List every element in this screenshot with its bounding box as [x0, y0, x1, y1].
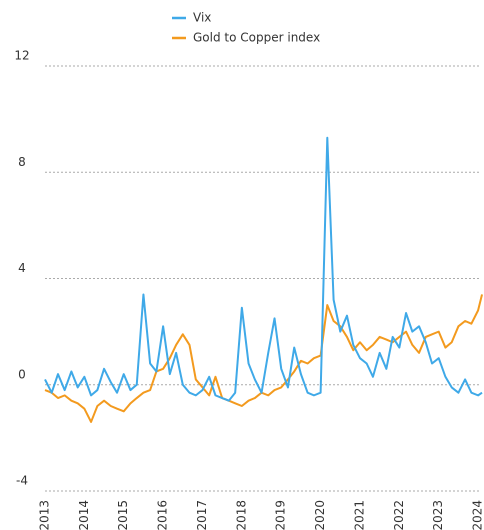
- y-tick-label: 0: [18, 367, 26, 381]
- y-tick-label: 12: [14, 49, 29, 63]
- x-tick-label: 2023: [431, 500, 445, 530]
- series-line: [44, 294, 484, 423]
- y-tick-label: 8: [18, 155, 26, 169]
- x-tick-label: 2014: [77, 500, 91, 530]
- series-line: [44, 136, 483, 402]
- x-tick-label: 2015: [116, 500, 130, 530]
- x-tick-label: 2020: [313, 500, 327, 530]
- x-tick-label: 2018: [234, 500, 248, 530]
- y-tick-label: 4: [18, 261, 26, 275]
- x-tick-label: 2016: [156, 500, 170, 530]
- x-tick-label: 2024: [471, 500, 484, 530]
- x-tick-label: 2022: [392, 500, 406, 530]
- y-tick-label: -4: [16, 474, 28, 488]
- x-tick-label: 2017: [195, 500, 209, 530]
- x-tick-label: 2019: [274, 500, 288, 530]
- legend-label: Gold to Copper index: [193, 31, 320, 45]
- x-tick-label: 2013: [38, 500, 52, 530]
- legend-label: Vix: [193, 11, 211, 25]
- x-tick-label: 2021: [352, 500, 366, 530]
